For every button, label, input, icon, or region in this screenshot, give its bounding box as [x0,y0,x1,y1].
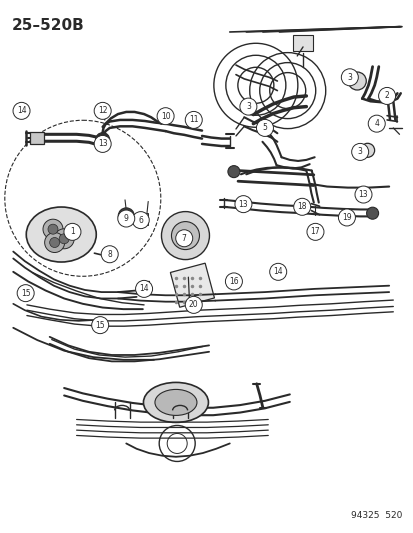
Circle shape [293,198,310,215]
Circle shape [180,231,190,240]
Text: 20: 20 [188,301,198,309]
Circle shape [367,115,385,132]
Text: 15: 15 [21,289,31,297]
Circle shape [234,196,252,213]
Text: 8: 8 [107,250,112,259]
Text: 14: 14 [17,107,26,115]
Circle shape [50,238,59,247]
Text: 12: 12 [98,107,107,115]
Circle shape [360,143,374,157]
Text: 5: 5 [262,124,267,132]
Ellipse shape [154,390,197,415]
Text: 11: 11 [189,116,198,124]
Text: 19: 19 [341,213,351,222]
Ellipse shape [143,382,208,423]
Text: 14: 14 [273,268,282,276]
Circle shape [17,285,34,302]
Text: 6: 6 [138,216,143,224]
Circle shape [366,207,377,219]
Text: 3: 3 [347,73,351,82]
Circle shape [239,98,256,115]
Text: 25–520B: 25–520B [12,18,85,33]
Text: 13: 13 [97,140,107,148]
Bar [138,213,147,224]
Circle shape [135,280,152,297]
Circle shape [377,87,395,104]
Circle shape [94,102,111,119]
Circle shape [306,223,323,240]
Text: 14: 14 [139,285,149,293]
Text: 15: 15 [95,321,105,329]
Circle shape [157,108,174,125]
Bar [170,263,214,307]
Circle shape [13,102,30,119]
Text: 3: 3 [245,102,250,111]
Circle shape [94,135,111,152]
Circle shape [161,212,209,260]
Circle shape [340,69,358,86]
Circle shape [354,186,371,203]
Text: 1: 1 [70,228,75,236]
Text: 10: 10 [160,112,170,120]
Ellipse shape [26,207,96,262]
Circle shape [185,111,202,128]
Circle shape [132,212,149,229]
Text: 2: 2 [384,92,389,100]
Circle shape [118,208,134,224]
Circle shape [117,210,135,227]
Circle shape [96,320,104,328]
Text: 9: 9 [123,214,128,223]
Circle shape [95,133,109,147]
Circle shape [64,223,81,240]
Circle shape [256,119,273,136]
Circle shape [171,222,199,249]
Circle shape [225,273,242,290]
Text: 18: 18 [297,203,306,211]
Circle shape [185,296,202,313]
Text: 7: 7 [181,234,186,243]
Text: 16: 16 [228,277,238,286]
Circle shape [21,290,30,298]
Circle shape [48,224,58,234]
Text: 17: 17 [310,228,320,236]
Text: 13: 13 [238,200,248,208]
Circle shape [59,234,69,244]
Text: 4: 4 [373,119,378,128]
Text: 13: 13 [358,190,368,199]
Circle shape [54,229,74,249]
Circle shape [43,219,63,239]
Text: 3: 3 [357,148,362,156]
Circle shape [91,317,109,334]
Circle shape [101,246,118,263]
Circle shape [175,230,192,247]
Circle shape [337,209,355,226]
Circle shape [347,72,366,90]
Circle shape [228,166,239,177]
Bar [30,132,44,143]
Bar [292,35,312,51]
Circle shape [269,263,286,280]
Circle shape [351,143,368,160]
Circle shape [45,232,64,253]
Text: 94325  520: 94325 520 [350,511,401,520]
